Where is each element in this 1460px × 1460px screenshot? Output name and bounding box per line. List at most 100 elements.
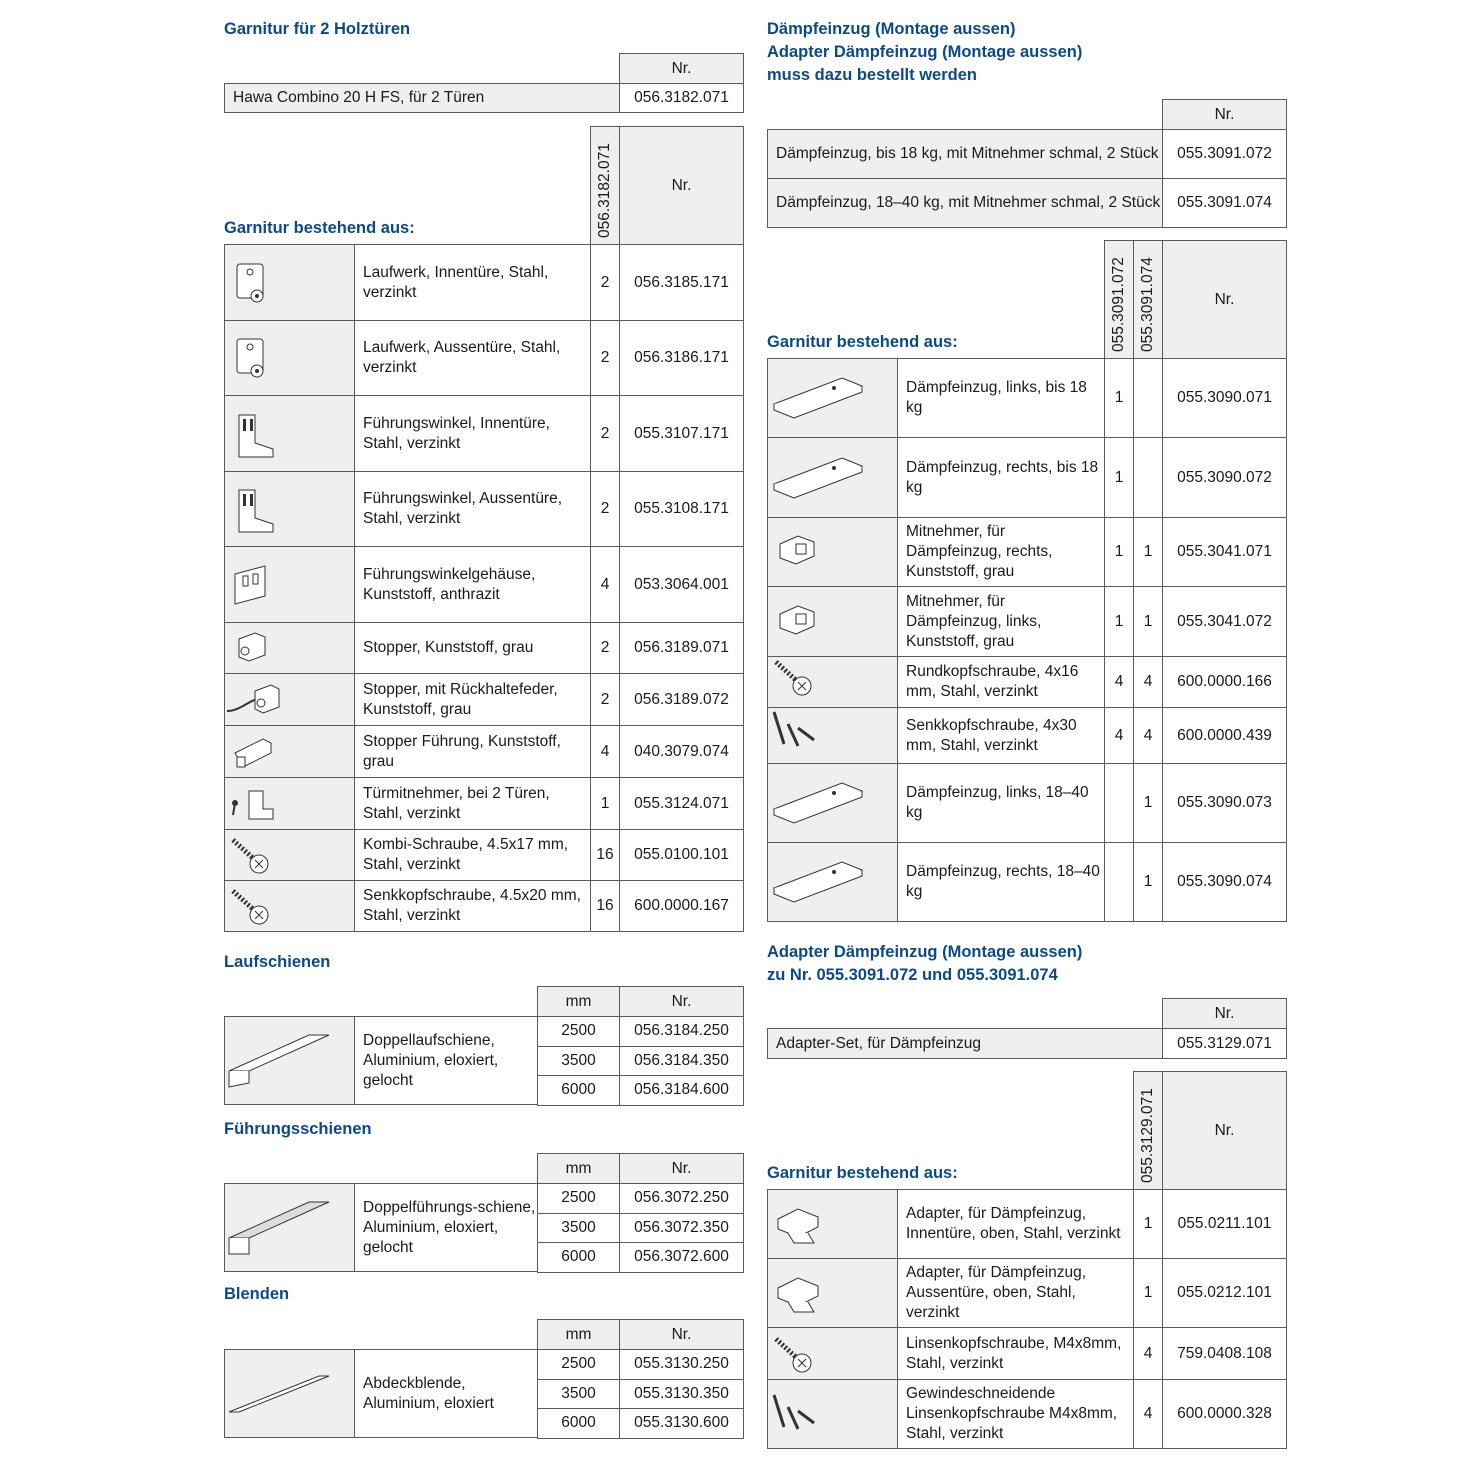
rail-number-text: 056.3072.600: [634, 1248, 729, 1266]
part-description: Linsenkopfschraube, M4x8mm, Stahl, verzi…: [897, 1327, 1134, 1380]
qty-column-header-text: 055.3129.071: [1139, 1088, 1156, 1183]
set-number-text: 056.3182.071: [634, 89, 729, 106]
product-image: [224, 395, 355, 472]
rail-description-text: Doppelführungs-schiene, Aluminium, eloxi…: [363, 1198, 536, 1256]
part-quantity: 1: [1133, 586, 1163, 657]
part-quantity-text: 1: [1143, 543, 1153, 560]
part-description-text: Türmitnehmer, bei 2 Türen, Stahl, verzin…: [363, 784, 550, 822]
housing-icon: [225, 560, 285, 610]
part-number: 759.0408.108: [1162, 1327, 1287, 1380]
set-number-text: 055.3091.074: [1177, 194, 1272, 211]
nr-header: Nr.: [1162, 240, 1287, 359]
part-number-text: 055.3041.072: [1177, 612, 1272, 630]
part-number-text: 055.3090.074: [1177, 873, 1272, 890]
nr-header: Nr.: [619, 1153, 744, 1184]
part-quantity: [1133, 358, 1163, 438]
part-number-text: 055.0211.101: [1177, 1215, 1272, 1232]
rail-number-text: 055.3130.250: [634, 1355, 729, 1373]
part-number: 055.3090.072: [1162, 437, 1287, 518]
product-image: [224, 320, 355, 396]
nr-header-text: Nr.: [671, 176, 692, 194]
part-quantity-text: 1: [1114, 612, 1124, 630]
rail-number-text: 056.3184.350: [634, 1051, 729, 1069]
part-quantity: 1: [590, 777, 620, 830]
nr-header: Nr.: [1162, 99, 1287, 130]
part-description-text: Adapter, für Dämpfeinzug, Aussentüre, ob…: [906, 1264, 1087, 1321]
part-quantity-text: 4: [1114, 726, 1124, 744]
rail-number: 056.3072.600: [619, 1242, 744, 1273]
part-description-text: Linsenkopfschraube, M4x8mm, Stahl, verzi…: [906, 1334, 1122, 1372]
part-number: 056.3189.072: [619, 673, 744, 726]
part-quantity: 1: [1104, 517, 1134, 587]
part-description: Kombi-Schraube, 4.5x17 mm, Stahl, verzin…: [354, 829, 591, 881]
rail-number: 056.3184.350: [619, 1045, 744, 1076]
part-number-text: 055.3090.071: [1177, 389, 1272, 406]
part-number: 055.3090.073: [1162, 763, 1287, 843]
part-quantity-text: 4: [1143, 1405, 1153, 1422]
part-number-text: 056.3189.071: [634, 639, 729, 656]
set-description: Dämpfeinzug, 18–40 kg, mit Mitnehmer sch…: [767, 178, 1163, 228]
qty-column-header: 055.3091.072: [1104, 240, 1134, 359]
part-description-text: Rundkopfschraube, 4x16 mm, Stahl, verzin…: [906, 663, 1079, 700]
part-number: 055.3090.074: [1162, 842, 1287, 922]
part-description-text: Stopper, Kunststoff, grau: [363, 639, 534, 656]
part-number: 056.3186.171: [619, 320, 744, 396]
qty-column-header-text: 055.3091.074: [1139, 257, 1156, 352]
part-number: 055.0100.101: [619, 829, 744, 881]
part-quantity-text: 2: [600, 639, 610, 656]
part-quantity: 4: [1104, 656, 1134, 708]
parts-title: Garnitur bestehend aus:: [767, 333, 958, 351]
section-title: Dämpfeinzug (Montage aussen): [767, 20, 1016, 38]
product-image: [767, 763, 898, 843]
part-description: Rundkopfschraube, 4x16 mm, Stahl, verzin…: [897, 656, 1105, 708]
part-number: 040.3079.074: [619, 725, 744, 778]
part-number: 600.0000.167: [619, 880, 744, 932]
rail-length: 2500: [537, 1016, 620, 1047]
product-image: [224, 1016, 355, 1105]
set-number-text: 055.3129.071: [1177, 1034, 1272, 1052]
part-quantity-text: 16: [596, 897, 614, 914]
part-quantity-text: 2: [600, 690, 610, 708]
runner-icon: [225, 333, 285, 383]
stopper-spring-icon: [225, 675, 285, 725]
part-description-text: Mitnehmer, für Dämpfeinzug, links, Kunst…: [906, 592, 1042, 650]
section-title: Adapter Dämpfeinzug (Montage aussen): [767, 43, 1083, 61]
rail-number-text: 056.3072.350: [634, 1218, 729, 1236]
damper-icon: [768, 448, 868, 508]
part-number-text: 055.3124.071: [634, 794, 729, 812]
catch-icon: [768, 592, 868, 652]
nr-header: Nr.: [1162, 998, 1287, 1029]
part-quantity-text: 1: [600, 794, 610, 812]
part-description-text: Führungswinkel, Innentüre, Stahl, verzin…: [363, 414, 550, 452]
part-number-text: 040.3079.074: [634, 742, 729, 760]
rail-number-text: 056.3184.600: [634, 1081, 729, 1099]
part-description: Senkkopfschraube, 4.5x20 mm, Stahl, verz…: [354, 880, 591, 932]
part-description-text: Senkkopfschraube, 4x30 mm, Stahl, verzin…: [906, 716, 1077, 754]
rail-section-title: Laufschienen: [224, 953, 331, 971]
section-title: muss dazu bestellt werden: [767, 66, 977, 84]
damper-icon: [768, 773, 868, 833]
part-description-text: Dämpfeinzug, rechts, 18–40 kg: [906, 863, 1100, 900]
qty-column-header: 055.3129.071: [1133, 1071, 1163, 1190]
part-number-text: 055.3090.072: [1177, 468, 1272, 486]
rail-length-text: 2500: [561, 1355, 596, 1373]
screw-icon: [225, 830, 285, 880]
cover-strip-icon: [225, 1364, 335, 1424]
nr-header-text: Nr.: [1214, 290, 1235, 308]
part-description: Dämpfeinzug, links, bis 18 kg: [897, 358, 1105, 438]
rail-number-text: 056.3184.250: [634, 1022, 729, 1040]
part-description: Dämpfeinzug, links, 18–40 kg: [897, 763, 1105, 843]
rail-length: 2500: [537, 1349, 620, 1380]
adapter-icon: [768, 1199, 828, 1249]
part-quantity-text: 4: [1143, 673, 1153, 690]
part-description-text: Stopper Führung, Kunststoff, grau: [363, 732, 561, 770]
part-description: Adapter, für Dämpfeinzug, Innentüre, obe…: [897, 1189, 1134, 1259]
rail-description-text: Doppellaufschiene, Aluminium, eloxiert, …: [363, 1031, 499, 1089]
rail-description: Abdeckblende, Aluminium, eloxiert: [354, 1349, 538, 1438]
set-number-text: 055.3091.072: [1177, 145, 1272, 162]
part-quantity: 1: [1133, 763, 1163, 843]
part-quantity: 4: [1133, 1379, 1163, 1449]
part-number-text: 055.3090.073: [1177, 794, 1272, 811]
product-image: [224, 777, 355, 830]
product-image: [767, 437, 898, 518]
